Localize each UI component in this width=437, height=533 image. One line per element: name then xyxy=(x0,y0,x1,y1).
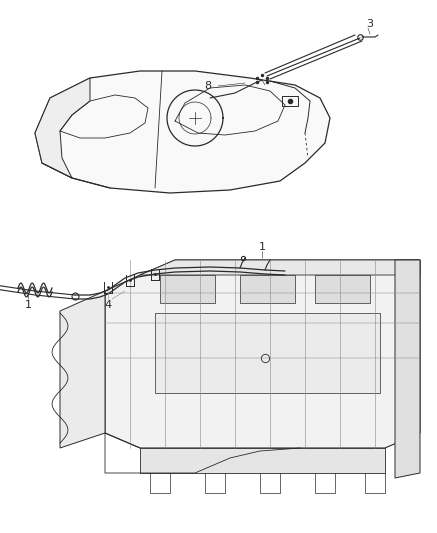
Polygon shape xyxy=(315,275,370,303)
Polygon shape xyxy=(155,313,380,393)
Polygon shape xyxy=(140,448,385,473)
Text: 3: 3 xyxy=(367,19,374,29)
Polygon shape xyxy=(240,275,295,303)
Text: 8: 8 xyxy=(205,81,212,91)
Text: 1: 1 xyxy=(259,242,266,252)
Polygon shape xyxy=(105,260,420,448)
Polygon shape xyxy=(160,275,215,303)
Text: 1: 1 xyxy=(24,300,31,310)
Polygon shape xyxy=(140,260,420,275)
Polygon shape xyxy=(395,260,420,478)
Polygon shape xyxy=(35,78,90,178)
Text: 4: 4 xyxy=(104,300,111,310)
Polygon shape xyxy=(35,71,330,193)
Polygon shape xyxy=(60,291,105,448)
